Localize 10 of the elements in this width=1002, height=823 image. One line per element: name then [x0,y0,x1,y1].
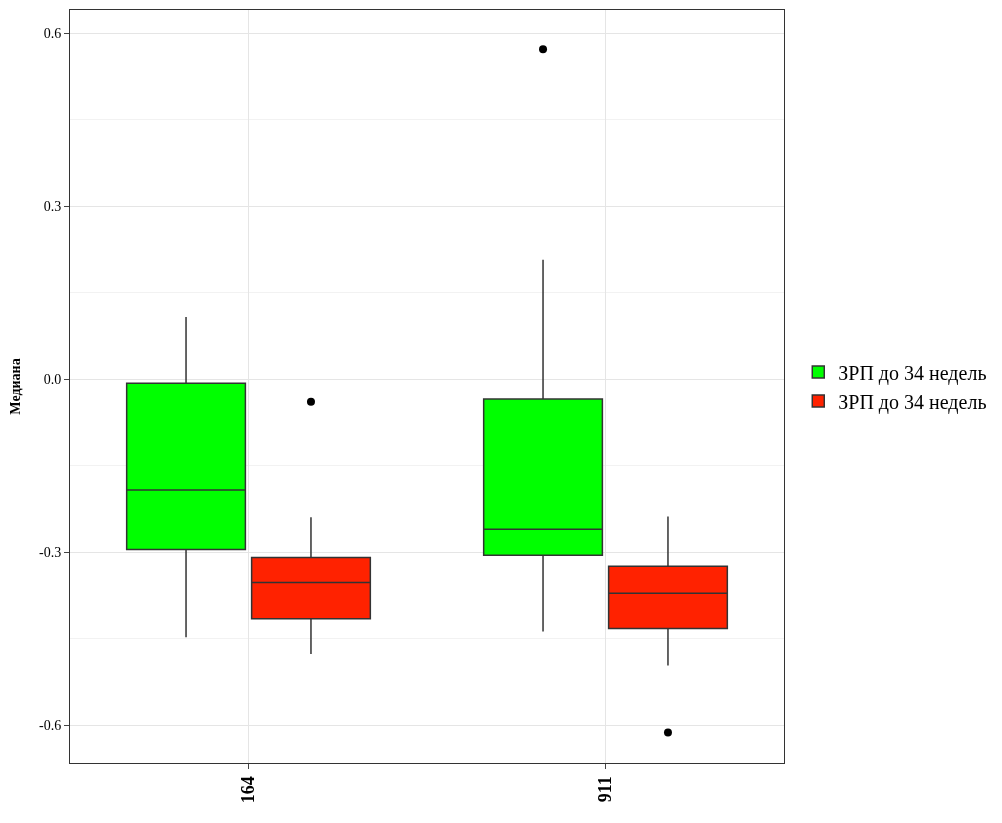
y-axis-title: Медиана [7,358,23,415]
y-tick-label: 0.0 [43,372,62,388]
legend-label: ЗРП до 34 недель [838,361,987,385]
x-tick-label: 164 [238,776,259,804]
y-tick-label: 0.6 [43,25,62,41]
y-tick-label: -0.3 [39,545,62,561]
legend-label: ЗРП до 34 недель [838,390,987,414]
y-tick-label: 0.3 [43,199,62,215]
y-tick-label: -0.6 [39,718,62,734]
x-tick-label: 911 [595,776,616,803]
